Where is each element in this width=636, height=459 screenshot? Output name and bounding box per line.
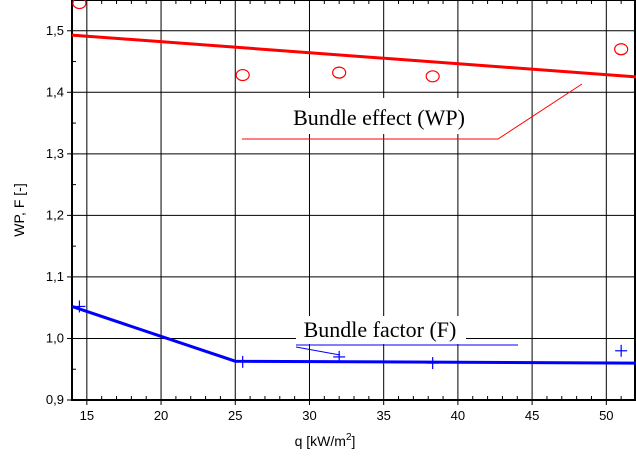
series-0-point (332, 66, 347, 79)
series-0-point (72, 0, 87, 10)
y-tick-label: 0,9 (46, 392, 64, 407)
x-tick-label: 45 (525, 408, 539, 423)
series-1-point (73, 300, 86, 313)
series-1-point (426, 357, 439, 370)
series-0-point (614, 43, 629, 56)
x-axis-title-end: ] (352, 433, 356, 449)
x-tick-label: 15 (80, 408, 94, 423)
x-tick-label: 20 (154, 408, 168, 423)
y-tick-label: 1,0 (46, 330, 64, 345)
series-0-fit-line (71, 33, 636, 79)
y-tick-label: 1,1 (46, 269, 64, 284)
y-tick-label: 1,3 (46, 146, 64, 161)
annotation-layer: Bundle effect (WP) Bundle factor (F) (242, 83, 583, 356)
tick-labels: 15 20 25 30 35 40 45 50 0,9 1,0 1,1 1,2 1,3 1,4 1,5 (46, 23, 614, 423)
annotation-1-label: Bundle factor (F) (304, 317, 457, 342)
plot-frame (67, 0, 636, 405)
y-tick-label: 1,4 (46, 84, 64, 99)
annotation-0-label: Bundle effect (WP) (293, 105, 465, 130)
annotation-0-box (256, 98, 502, 134)
x-tick-label: 25 (228, 408, 242, 423)
x-tick-label: 50 (599, 408, 613, 423)
annotation-0-leader (242, 83, 583, 140)
plot-border (71, 0, 636, 401)
x-axis-title-sup: 2 (346, 432, 352, 443)
y-axis-title: WP, F [-] (11, 183, 27, 236)
series-1-point (615, 344, 628, 357)
annotation-1-box (296, 316, 466, 344)
x-tick-label: 40 (451, 408, 465, 423)
y-tick-label: 1,5 (46, 23, 64, 38)
x-axis-title-main: q [kW/m (295, 433, 346, 449)
grid (72, 0, 636, 401)
series-0-point (425, 70, 440, 83)
x-tick-label: 35 (376, 408, 390, 423)
series-1-point (236, 355, 249, 368)
series-0-point (235, 68, 250, 82)
series-1-fit-line (71, 305, 636, 365)
series-layer (71, 0, 636, 370)
x-axis-title: q [kW/m2] (295, 432, 356, 449)
series-1-point (333, 350, 346, 363)
annotation-1-leader-b (295, 346, 341, 356)
x-tick-label: 30 (302, 408, 316, 423)
y-tick-label: 1,2 (46, 207, 64, 222)
